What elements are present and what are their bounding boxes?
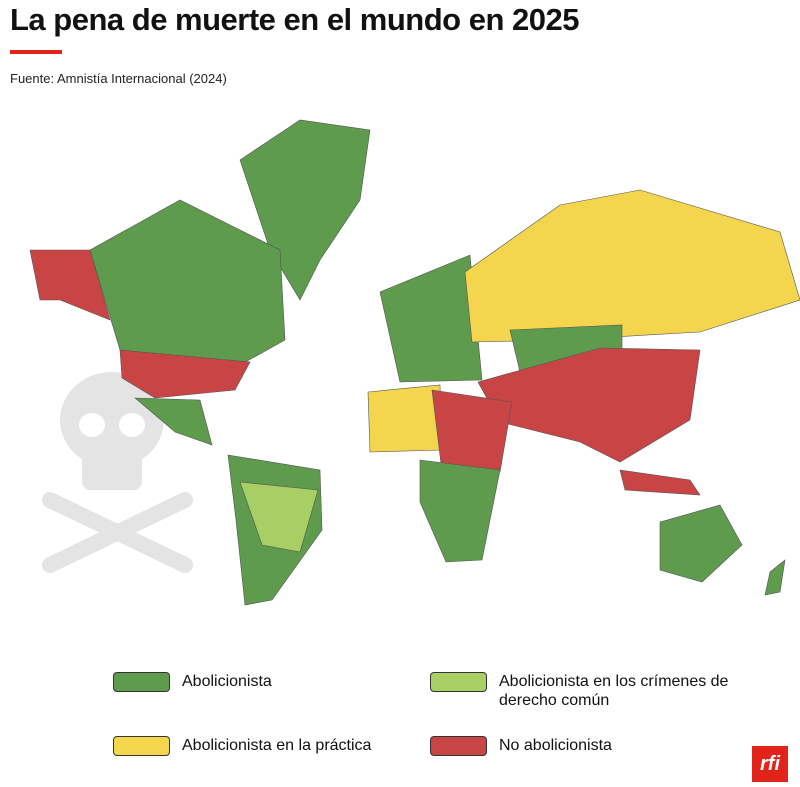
legend-swatch bbox=[113, 736, 170, 756]
world-map bbox=[29, 119, 800, 606]
central-america bbox=[134, 397, 213, 446]
legend-item: Abolicionista bbox=[113, 672, 272, 692]
legend-label: Abolicionista bbox=[182, 673, 272, 690]
title: La pena de muerte en el mundo en 2025 bbox=[10, 2, 579, 37]
legend-label: No abolicionista bbox=[499, 737, 612, 754]
russia bbox=[464, 189, 800, 343]
legend-label: Abolicionista en la práctica bbox=[182, 737, 372, 754]
skull-icon bbox=[42, 372, 193, 573]
new-zealand bbox=[764, 559, 786, 596]
alaska bbox=[29, 249, 111, 321]
legend-item: Abolicionista en los crímenes de derecho… bbox=[430, 672, 750, 710]
legend-item: Abolicionista en la práctica bbox=[113, 736, 371, 756]
indonesia bbox=[619, 469, 701, 496]
legend-swatch bbox=[430, 736, 487, 756]
north-africa bbox=[367, 384, 443, 453]
title-underline bbox=[10, 50, 62, 54]
southern-africa bbox=[419, 459, 501, 563]
brazil bbox=[239, 481, 319, 553]
asia-middle-east bbox=[477, 347, 701, 463]
canada bbox=[89, 199, 286, 366]
usa bbox=[119, 349, 251, 399]
logo: rfi bbox=[752, 746, 788, 782]
legend-swatch bbox=[113, 672, 170, 692]
europe bbox=[379, 254, 483, 383]
legend: Abolicionista Abolicionista en los críme… bbox=[0, 668, 800, 768]
legend-item: No abolicionista bbox=[430, 736, 612, 756]
northeast-africa bbox=[431, 389, 513, 473]
source: Fuente: Amnistía Internacional (2024) bbox=[10, 71, 227, 86]
legend-swatch bbox=[430, 672, 487, 692]
australia bbox=[659, 504, 743, 583]
legend-label: Abolicionista en los crímenes de derecho… bbox=[499, 673, 729, 709]
